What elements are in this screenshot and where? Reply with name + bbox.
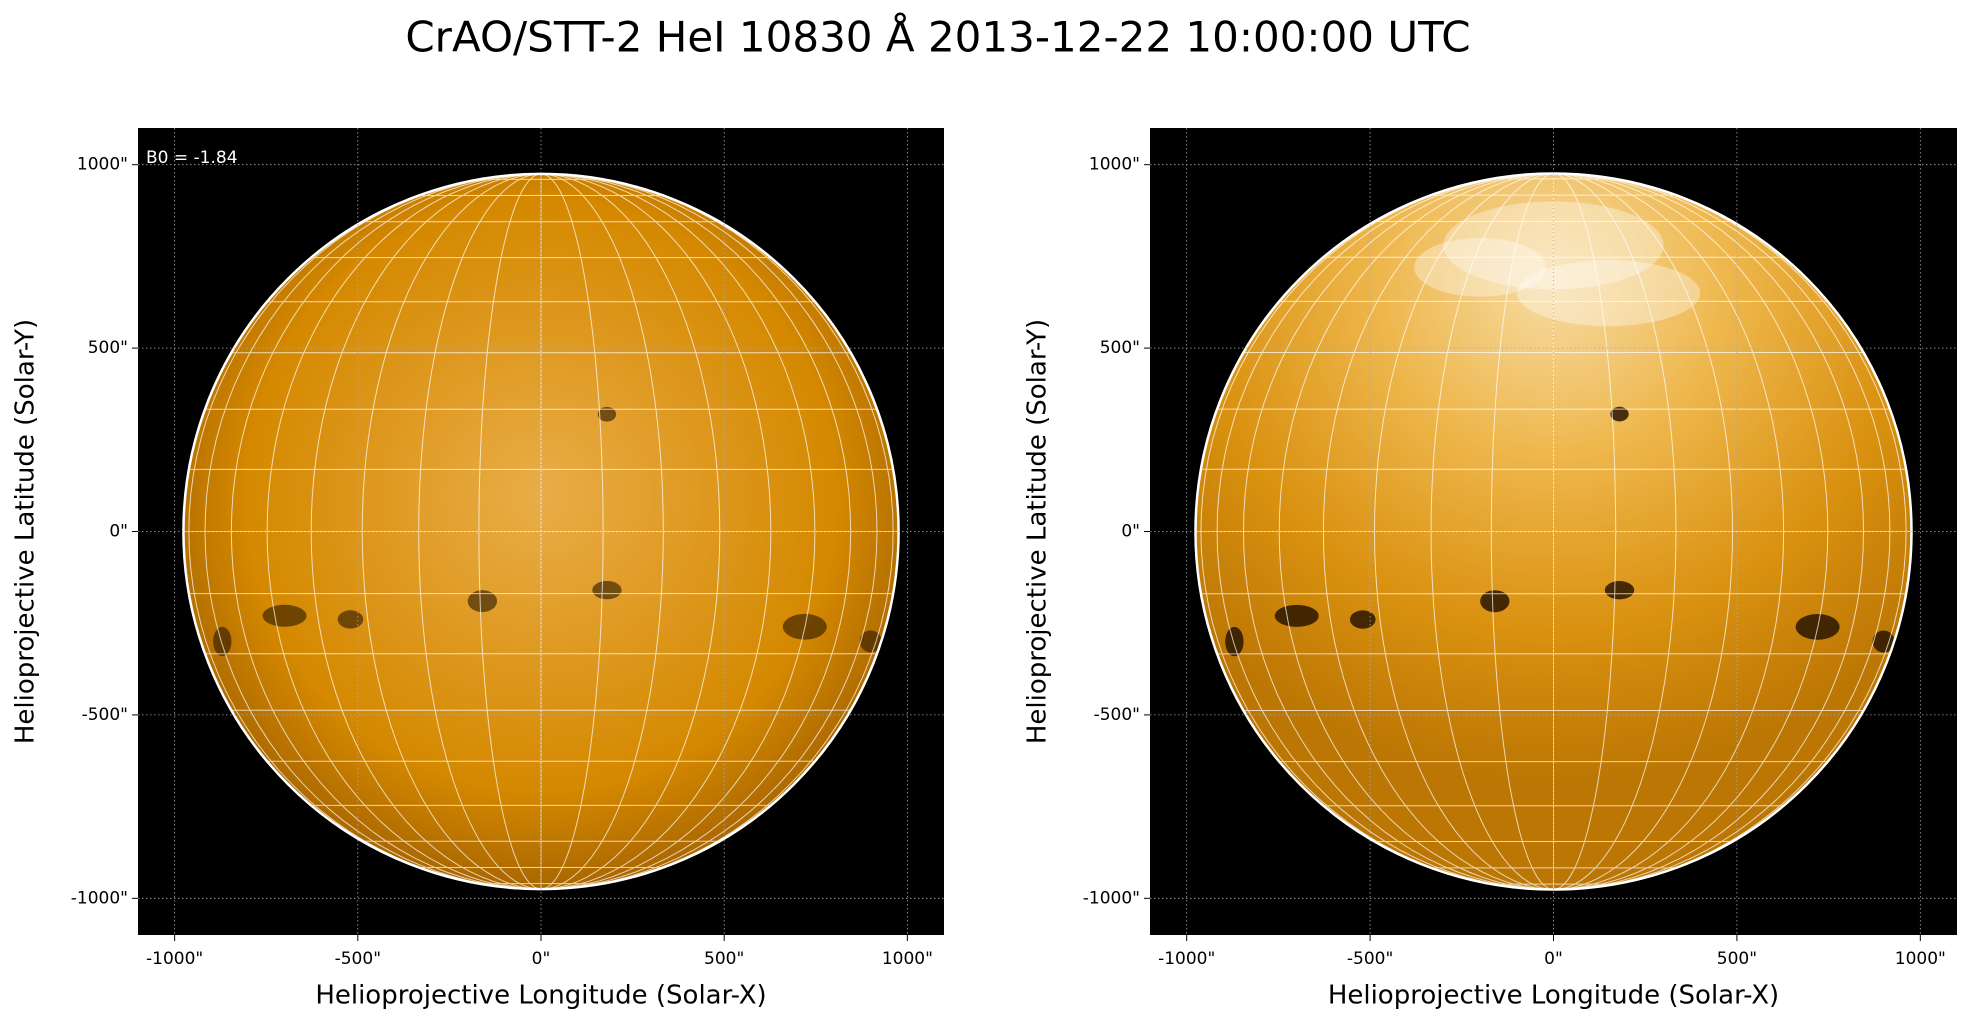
dark-feature [467,590,498,613]
y-tick-label: -1000" [1083,888,1140,908]
dark-feature [213,626,232,657]
dark-feature [1604,581,1635,600]
panel: -1000" -500" 0" 500" 1000" -1000" -500" 0" 500" 1… [1023,128,1957,1011]
dark-feature [1349,610,1376,629]
dark-feature [1274,604,1319,627]
x-tick-label: -500" [335,949,381,969]
dark-feature [597,406,617,422]
dark-feature [1610,406,1629,422]
y-tick-label: 1000" [1089,155,1140,175]
x-tick-label: -1000" [1158,949,1215,969]
figure-title: CrAO/STT-2 HeI 10830 Å 2013-12-22 10:00:… [405,12,1470,62]
dark-feature [337,610,364,629]
annotation: B0 = -1.84 [146,148,238,168]
bright-region [1516,260,1701,327]
x-tick-label: 1000" [1895,949,1946,969]
x-tick-label: 0" [532,949,551,969]
y-tick-label: 500" [1100,338,1140,358]
x-tick-label: 500" [1717,949,1757,969]
y-axis-label: Helioprojective Latitude (Solar-Y) [1023,319,1053,744]
dark-feature [1225,626,1244,657]
y-tick-label: 500" [88,338,128,358]
panel: -1000" -500" 0" 500" 1000" -1000" -500" 0" 500" 1… [11,128,944,1011]
y-tick-label: 0" [109,522,128,542]
bright-region [1414,238,1547,297]
x-axis-label: Helioprojective Longitude (Solar-X) [315,981,766,1011]
y-tick-label: -1000" [71,888,128,908]
dark-feature [1480,590,1510,613]
x-axis-label: Helioprojective Longitude (Solar-X) [1328,981,1779,1011]
y-tick-label: 0" [1121,522,1140,542]
dark-feature [859,630,882,653]
x-tick-label: -500" [1347,949,1393,969]
y-tick-label: 1000" [77,155,128,175]
x-tick-label: 1000" [882,949,933,969]
y-tick-label: -500" [82,705,128,725]
y-axis-label: Helioprojective Latitude (Solar-Y) [11,319,41,744]
x-tick-label: -1000" [146,949,203,969]
dark-feature [262,604,307,627]
dark-feature [1872,630,1895,653]
x-tick-label: 0" [1544,949,1563,969]
dark-feature [592,580,622,600]
x-tick-label: 500" [704,949,744,969]
y-tick-label: -500" [1094,705,1140,725]
